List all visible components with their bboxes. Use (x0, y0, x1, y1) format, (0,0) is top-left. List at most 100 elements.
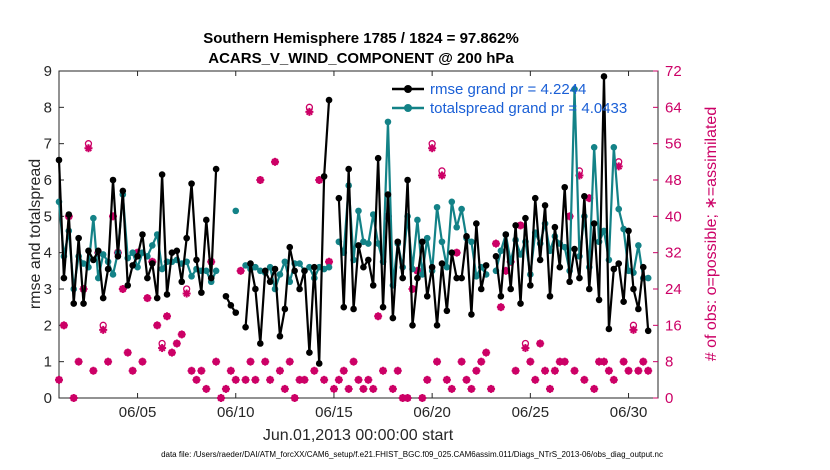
rmse-point (124, 282, 132, 289)
rmse-point (340, 303, 348, 311)
rmse-point (207, 274, 215, 282)
obs-assimilated-point (418, 394, 427, 402)
rmse-point (173, 247, 181, 255)
totalspread-point (414, 216, 421, 224)
y-tick-label-right: 24 (665, 281, 682, 298)
obs-assimilated-point (84, 144, 93, 153)
obs-assimilated-point (290, 394, 299, 402)
totalspread-point (453, 223, 460, 231)
obs-assimilated-point (153, 321, 162, 330)
x-axis-label: Jun.01,2013 00:00:00 start (263, 427, 454, 444)
obs-assimilated-point (393, 366, 402, 375)
rmse-point (590, 220, 598, 227)
rmse-point (517, 300, 524, 307)
obs-assimilated-point (226, 366, 235, 375)
obs-assimilated-point (634, 366, 643, 375)
rmse-point (605, 325, 613, 333)
obs-assimilated-point (433, 357, 442, 366)
obs-assimilated-point (437, 171, 446, 180)
y-tick-label-right: 0 (665, 390, 673, 407)
totalspread-point (202, 267, 210, 275)
obs-assimilated-point (619, 357, 628, 366)
obs-assimilated-point (472, 366, 481, 375)
rmse-point (492, 252, 500, 260)
totalspread-point (468, 238, 475, 246)
rmse-point (458, 274, 465, 282)
totalspread-point (109, 271, 117, 278)
rmse-point (301, 267, 308, 275)
rmse-point (144, 274, 151, 282)
totalspread-point (296, 260, 303, 267)
chart-title-line-1: Southern Hemisphere 1785 / 1824 = 97.862… (203, 30, 519, 47)
totalspread-point (276, 271, 284, 278)
y-tick-label-left: 2 (44, 317, 52, 334)
rmse-point (90, 256, 97, 264)
rmse-point (257, 340, 264, 347)
obs-assimilated-point (128, 366, 137, 375)
totalspread-point (423, 234, 431, 242)
rmse-point (55, 156, 63, 164)
obs-assimilated-point (74, 357, 83, 366)
obs-assimilated-point (285, 357, 294, 366)
obs-assimilated-point (241, 375, 250, 384)
rmse-point (433, 322, 441, 329)
y-tick-label-right: 8 (665, 354, 673, 371)
rmse-point (512, 222, 519, 229)
obs-assimilated-point (467, 384, 476, 393)
x-tick-label: 06/30 (610, 404, 648, 421)
rmse-point (453, 274, 460, 282)
totalspread-point (90, 214, 97, 222)
obs-assimilated-point (359, 384, 368, 393)
obs-assimilated-point (167, 348, 176, 357)
obs-assimilated-point (570, 366, 579, 375)
rmse-point (507, 285, 515, 293)
rmse-point (153, 294, 161, 302)
rmse-point (404, 176, 411, 184)
rmse-point (502, 231, 510, 238)
rmse-point (296, 285, 303, 293)
rmse-point (242, 323, 249, 331)
totalspread-point (325, 263, 333, 271)
y-tick-label-left: 3 (44, 281, 52, 298)
obs-assimilated-point (379, 366, 388, 375)
rmse-point (473, 220, 480, 227)
rmse-point (585, 285, 593, 293)
x-tick-label: 06/20 (413, 404, 451, 421)
obs-assimilated-point (89, 366, 98, 375)
y-tick-label-right: 64 (665, 99, 682, 116)
obs-assimilated-point (251, 375, 260, 384)
rmse-point (428, 263, 436, 271)
rmse-point (443, 307, 451, 315)
rmse-point (576, 274, 583, 282)
obs-assimilated-point (447, 384, 456, 393)
rmse-point (163, 291, 171, 298)
obs-assimilated-point (349, 357, 358, 366)
obs-assimilated-point (487, 384, 496, 393)
rmse-point (527, 282, 534, 289)
obs-assimilated-point (143, 294, 152, 303)
obs-assimilated-point (261, 357, 270, 366)
totalspread-point (99, 251, 107, 258)
rmse-point (85, 247, 92, 255)
rmse-point (581, 193, 588, 200)
y-tick-label-right: 72 (665, 63, 682, 80)
obs-assimilated-point (526, 357, 535, 366)
obs-assimilated-point (369, 384, 378, 393)
legend-spread-marker (404, 104, 412, 112)
obs-assimilated-point (629, 325, 638, 334)
rmse-point (374, 154, 382, 162)
y-tick-label-left: 5 (44, 208, 52, 225)
totalspread-point (232, 207, 240, 215)
rmse-point (178, 278, 186, 286)
rmse-point (193, 256, 200, 264)
totalspread-point (374, 240, 382, 247)
rmse-point (600, 73, 608, 80)
legend-rmse-label: rmse grand pr = 4.2244 (430, 81, 586, 98)
rmse-point (350, 305, 357, 313)
rmse-point (414, 274, 421, 282)
rmse-point (261, 267, 269, 275)
obs-assimilated-point (212, 357, 221, 366)
rmse-point (75, 234, 82, 242)
obs-assimilated-point (177, 330, 186, 339)
